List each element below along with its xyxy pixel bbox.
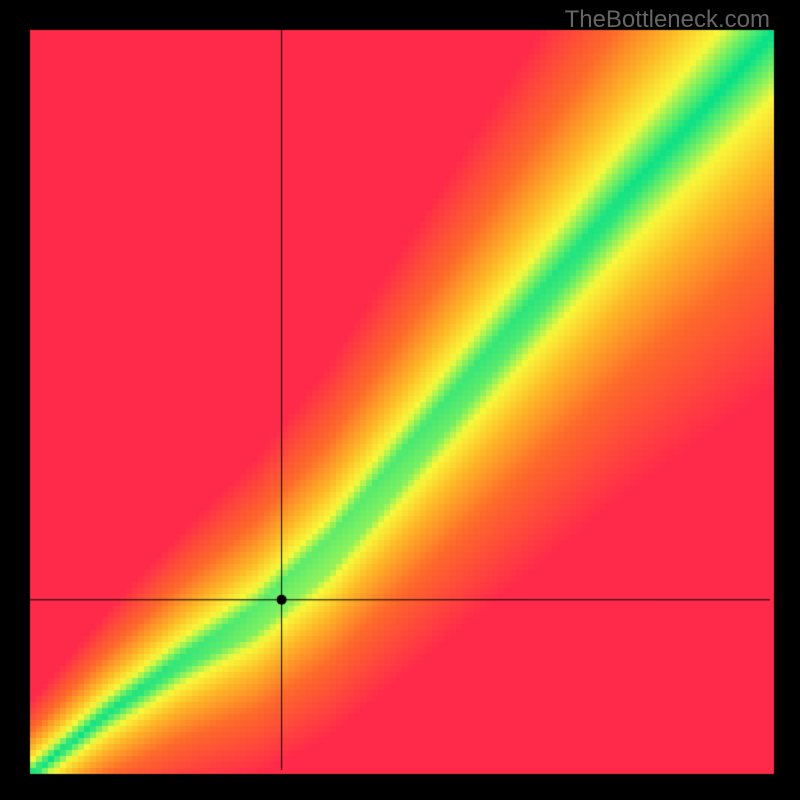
watermark-label: TheBottleneck.com bbox=[565, 6, 770, 34]
chart-container: TheBottleneck.com bbox=[0, 0, 800, 800]
bottleneck-heatmap bbox=[0, 0, 800, 800]
